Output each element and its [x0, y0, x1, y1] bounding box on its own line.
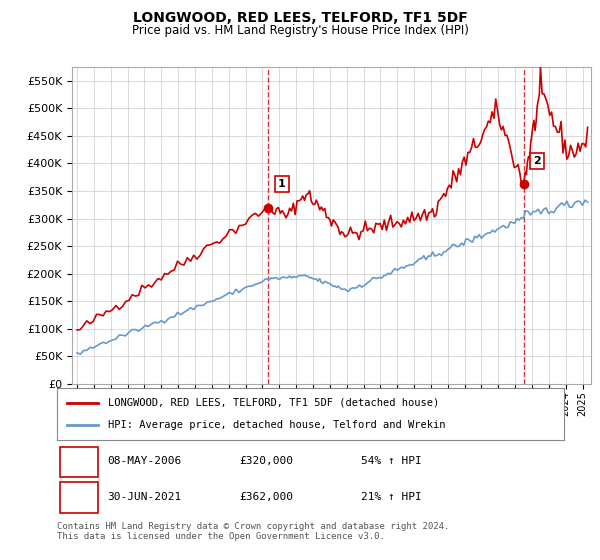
Text: 08-MAY-2006: 08-MAY-2006 — [108, 456, 182, 466]
Text: Contains HM Land Registry data © Crown copyright and database right 2024.
This d: Contains HM Land Registry data © Crown c… — [57, 522, 449, 542]
Text: 30-JUN-2021: 30-JUN-2021 — [108, 492, 182, 502]
Text: 1: 1 — [74, 456, 82, 466]
FancyBboxPatch shape — [59, 447, 98, 477]
Text: LONGWOOD, RED LEES, TELFORD, TF1 5DF: LONGWOOD, RED LEES, TELFORD, TF1 5DF — [133, 11, 467, 25]
Text: 54% ↑ HPI: 54% ↑ HPI — [361, 456, 422, 466]
Text: 2: 2 — [74, 492, 82, 502]
Text: HPI: Average price, detached house, Telford and Wrekin: HPI: Average price, detached house, Telf… — [108, 420, 445, 430]
Text: 21% ↑ HPI: 21% ↑ HPI — [361, 492, 422, 502]
Text: LONGWOOD, RED LEES, TELFORD, TF1 5DF (detached house): LONGWOOD, RED LEES, TELFORD, TF1 5DF (de… — [108, 398, 439, 408]
Text: 2: 2 — [533, 156, 541, 166]
Text: 1: 1 — [278, 179, 286, 189]
Text: £362,000: £362,000 — [239, 492, 293, 502]
Text: Price paid vs. HM Land Registry's House Price Index (HPI): Price paid vs. HM Land Registry's House … — [131, 24, 469, 36]
Text: £320,000: £320,000 — [239, 456, 293, 466]
FancyBboxPatch shape — [59, 483, 98, 513]
